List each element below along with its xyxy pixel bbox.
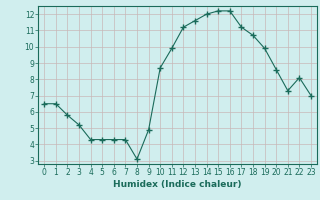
- X-axis label: Humidex (Indice chaleur): Humidex (Indice chaleur): [113, 180, 242, 189]
